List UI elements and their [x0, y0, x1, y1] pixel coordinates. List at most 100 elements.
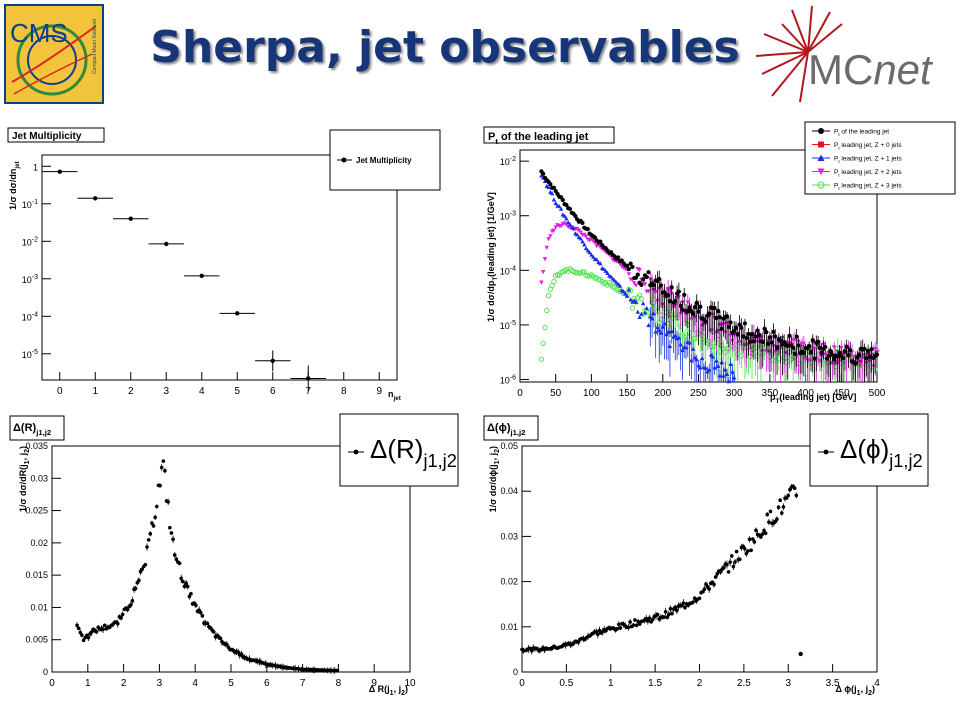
- data-point: [867, 354, 872, 360]
- data-point: [270, 358, 275, 364]
- data-point: [749, 548, 753, 553]
- data-point: [812, 346, 817, 351]
- y-tick-label: 0.01: [30, 602, 48, 612]
- data-point: [664, 331, 669, 337]
- data-point: [687, 340, 692, 345]
- data-point: [625, 263, 630, 268]
- data-point: [57, 169, 62, 174]
- data-point: [538, 356, 545, 362]
- data-point: [564, 202, 569, 208]
- data-point: [130, 598, 135, 603]
- x-tick-label: 0: [49, 678, 55, 689]
- y-tick-label: 0.02: [500, 577, 518, 587]
- data-point: [80, 633, 84, 637]
- data-point: [707, 367, 712, 372]
- data-point: [629, 305, 636, 311]
- data-point: [778, 498, 782, 503]
- data-point: [582, 242, 587, 247]
- data-point: [626, 272, 632, 277]
- data-point: [658, 283, 664, 288]
- data-point: [712, 365, 717, 370]
- x-tick-label: 0: [517, 388, 523, 399]
- data-point: [75, 623, 79, 628]
- x-tick-label: 8: [336, 678, 342, 689]
- data-point: [553, 225, 558, 230]
- data-point: [703, 319, 708, 324]
- x-tick-label: 2: [697, 678, 703, 689]
- data-point: [666, 292, 671, 298]
- data-point: [794, 334, 799, 339]
- data-point: [235, 311, 240, 316]
- data-point: [115, 621, 120, 626]
- data-point: [692, 305, 698, 310]
- data-point: [826, 354, 831, 359]
- data-point: [169, 531, 174, 535]
- data-point: [571, 225, 576, 231]
- x-tick-label: 4: [199, 386, 205, 397]
- data-point: [551, 279, 557, 285]
- data-point: [776, 505, 781, 510]
- data-point: [773, 350, 778, 355]
- data-point: [683, 345, 689, 350]
- data-point: [726, 378, 732, 384]
- data-point: [715, 363, 721, 368]
- y-tick-label: 0.015: [25, 570, 48, 580]
- data-point: [792, 486, 797, 491]
- y-tick-label: 10-4: [22, 311, 38, 322]
- y-tick-label: 0.04: [500, 486, 518, 496]
- data-point: [760, 532, 765, 536]
- data-point: [673, 298, 678, 304]
- data-point: [102, 623, 107, 628]
- data-point: [177, 561, 182, 566]
- data-point: [663, 609, 668, 614]
- data-point: [667, 343, 673, 349]
- x-tick-label: 1: [608, 678, 614, 689]
- data-point: [712, 582, 716, 587]
- data-point: [714, 315, 719, 321]
- data-point: [567, 222, 573, 227]
- x-tick-label: 3.5: [826, 678, 840, 689]
- data-point: [605, 270, 610, 275]
- data-point: [748, 339, 753, 344]
- data-point: [735, 332, 740, 337]
- data-point: [697, 596, 702, 601]
- data-point: [633, 618, 637, 622]
- data-point: [580, 239, 585, 244]
- data-point: [630, 264, 635, 270]
- data-point: [635, 309, 641, 314]
- x-tick-label: 2: [128, 386, 134, 397]
- data-point: [540, 340, 546, 346]
- data-point: [769, 340, 774, 345]
- legend-marker: [818, 128, 824, 134]
- data-point: [767, 335, 773, 340]
- data-point: [635, 267, 641, 272]
- data-point: [782, 339, 787, 345]
- data-point: [694, 357, 699, 362]
- data-point: [750, 537, 755, 541]
- data-point: [860, 356, 865, 361]
- data-point: [801, 341, 807, 347]
- data-point: [832, 356, 837, 362]
- x-tick-label: 6: [264, 678, 270, 689]
- data-point: [738, 557, 742, 562]
- data-point: [665, 329, 671, 334]
- data-point: [646, 619, 650, 623]
- y-tick-label: 0.01: [500, 622, 518, 632]
- data-point: [670, 611, 674, 616]
- data-point: [551, 197, 557, 202]
- data-point: [658, 312, 664, 318]
- data-point: [655, 324, 660, 330]
- data-point: [617, 261, 623, 267]
- panel-leading-jet-pt: 0 50 100 150 200 250 300 350 400 450 500 10-2 10-3 10…: [480, 120, 956, 410]
- data-point: [786, 493, 791, 498]
- data-point: [145, 545, 149, 549]
- data-point: [218, 636, 223, 640]
- data-point: [678, 312, 683, 317]
- data-point: [660, 324, 665, 329]
- data-point: [731, 564, 736, 569]
- data-point: [89, 630, 94, 634]
- legend-marker: [823, 449, 829, 455]
- data-point: [757, 332, 762, 337]
- x-tick-label: 8: [341, 386, 347, 397]
- data-point: [574, 232, 580, 237]
